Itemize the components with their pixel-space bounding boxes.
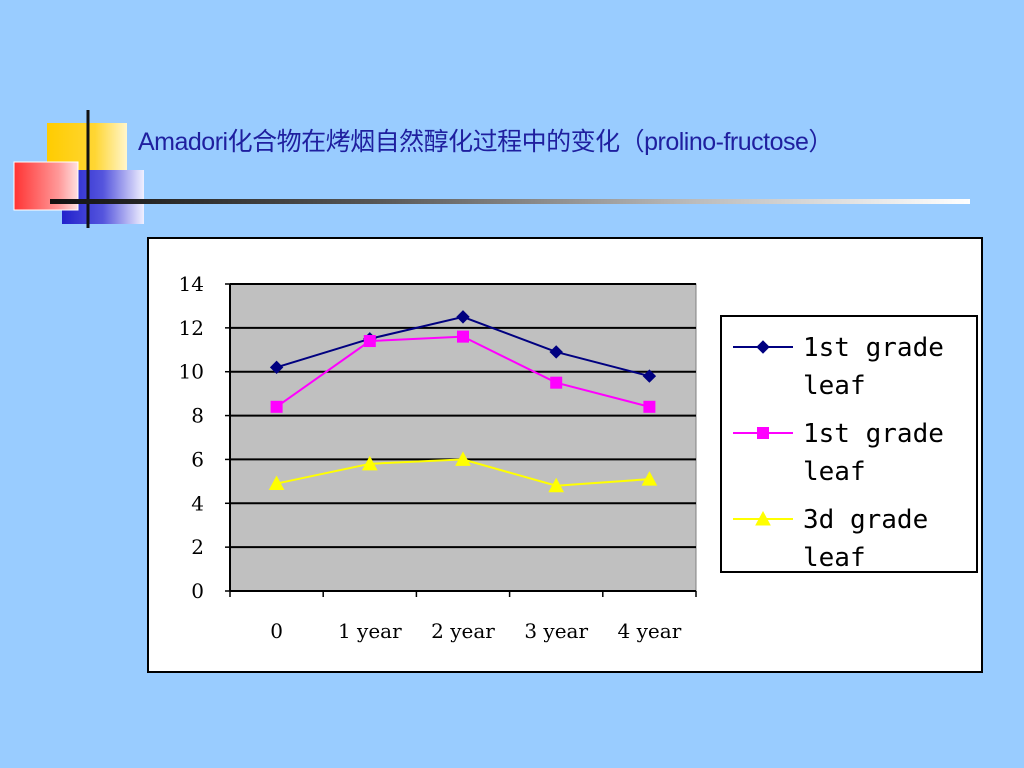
y-tick-label: 4 bbox=[191, 491, 204, 515]
data-point-2 bbox=[363, 335, 376, 348]
x-tick-label: 4 year bbox=[618, 619, 682, 643]
plot-area bbox=[229, 283, 697, 592]
data-point-2 bbox=[550, 376, 563, 389]
slide-decoration bbox=[13, 110, 144, 228]
legend-marker bbox=[756, 340, 770, 354]
data-point-1 bbox=[642, 369, 657, 383]
line-chart: 0 2 4 6 8 10 12 14 0 1 year 2 year 3 year 4 year 1st … bbox=[179, 272, 978, 643]
y-tick-label: 6 bbox=[191, 447, 204, 471]
chart-container: 0 2 4 6 8 10 12 14 0 1 year 2 year 3 year 4 year 1st … bbox=[147, 237, 983, 673]
x-tick-label: 1 year bbox=[338, 619, 402, 643]
data-point-1 bbox=[269, 360, 284, 375]
x-tick-label: 3 year bbox=[524, 619, 588, 643]
data-point-2 bbox=[643, 400, 656, 413]
slide-title: Amadori化合物在烤烟自然醇化过程中的变化（prolino-fructose… bbox=[138, 128, 833, 156]
y-tick-label: 10 bbox=[179, 360, 204, 384]
data-point-3 bbox=[641, 471, 658, 486]
data-point-1 bbox=[549, 345, 563, 359]
data-point-3 bbox=[361, 455, 378, 471]
y-tick-label: 0 bbox=[191, 579, 204, 603]
data-point-2 bbox=[270, 400, 283, 413]
data-point-3 bbox=[268, 475, 285, 491]
legend-label: 1st grade leaf bbox=[803, 419, 944, 487]
legend-label: 3d grade leaf bbox=[803, 505, 928, 573]
legend-marker bbox=[757, 427, 769, 439]
y-tick-label: 8 bbox=[191, 404, 204, 428]
data-point-3 bbox=[548, 477, 565, 493]
y-tick-label: 2 bbox=[191, 535, 204, 559]
data-point-1 bbox=[456, 310, 470, 324]
legend-box bbox=[720, 315, 978, 573]
x-tick-label: 2 year bbox=[431, 619, 495, 643]
data-point-2 bbox=[457, 330, 469, 343]
data-point-3 bbox=[455, 451, 471, 466]
legend-label: 1st grade leaf bbox=[803, 333, 944, 401]
title-divider bbox=[50, 199, 970, 204]
y-tick-label: 12 bbox=[179, 316, 204, 340]
legend-marker bbox=[755, 510, 771, 526]
x-tick-label: 0 bbox=[270, 619, 283, 643]
y-tick-label: 14 bbox=[179, 272, 204, 296]
